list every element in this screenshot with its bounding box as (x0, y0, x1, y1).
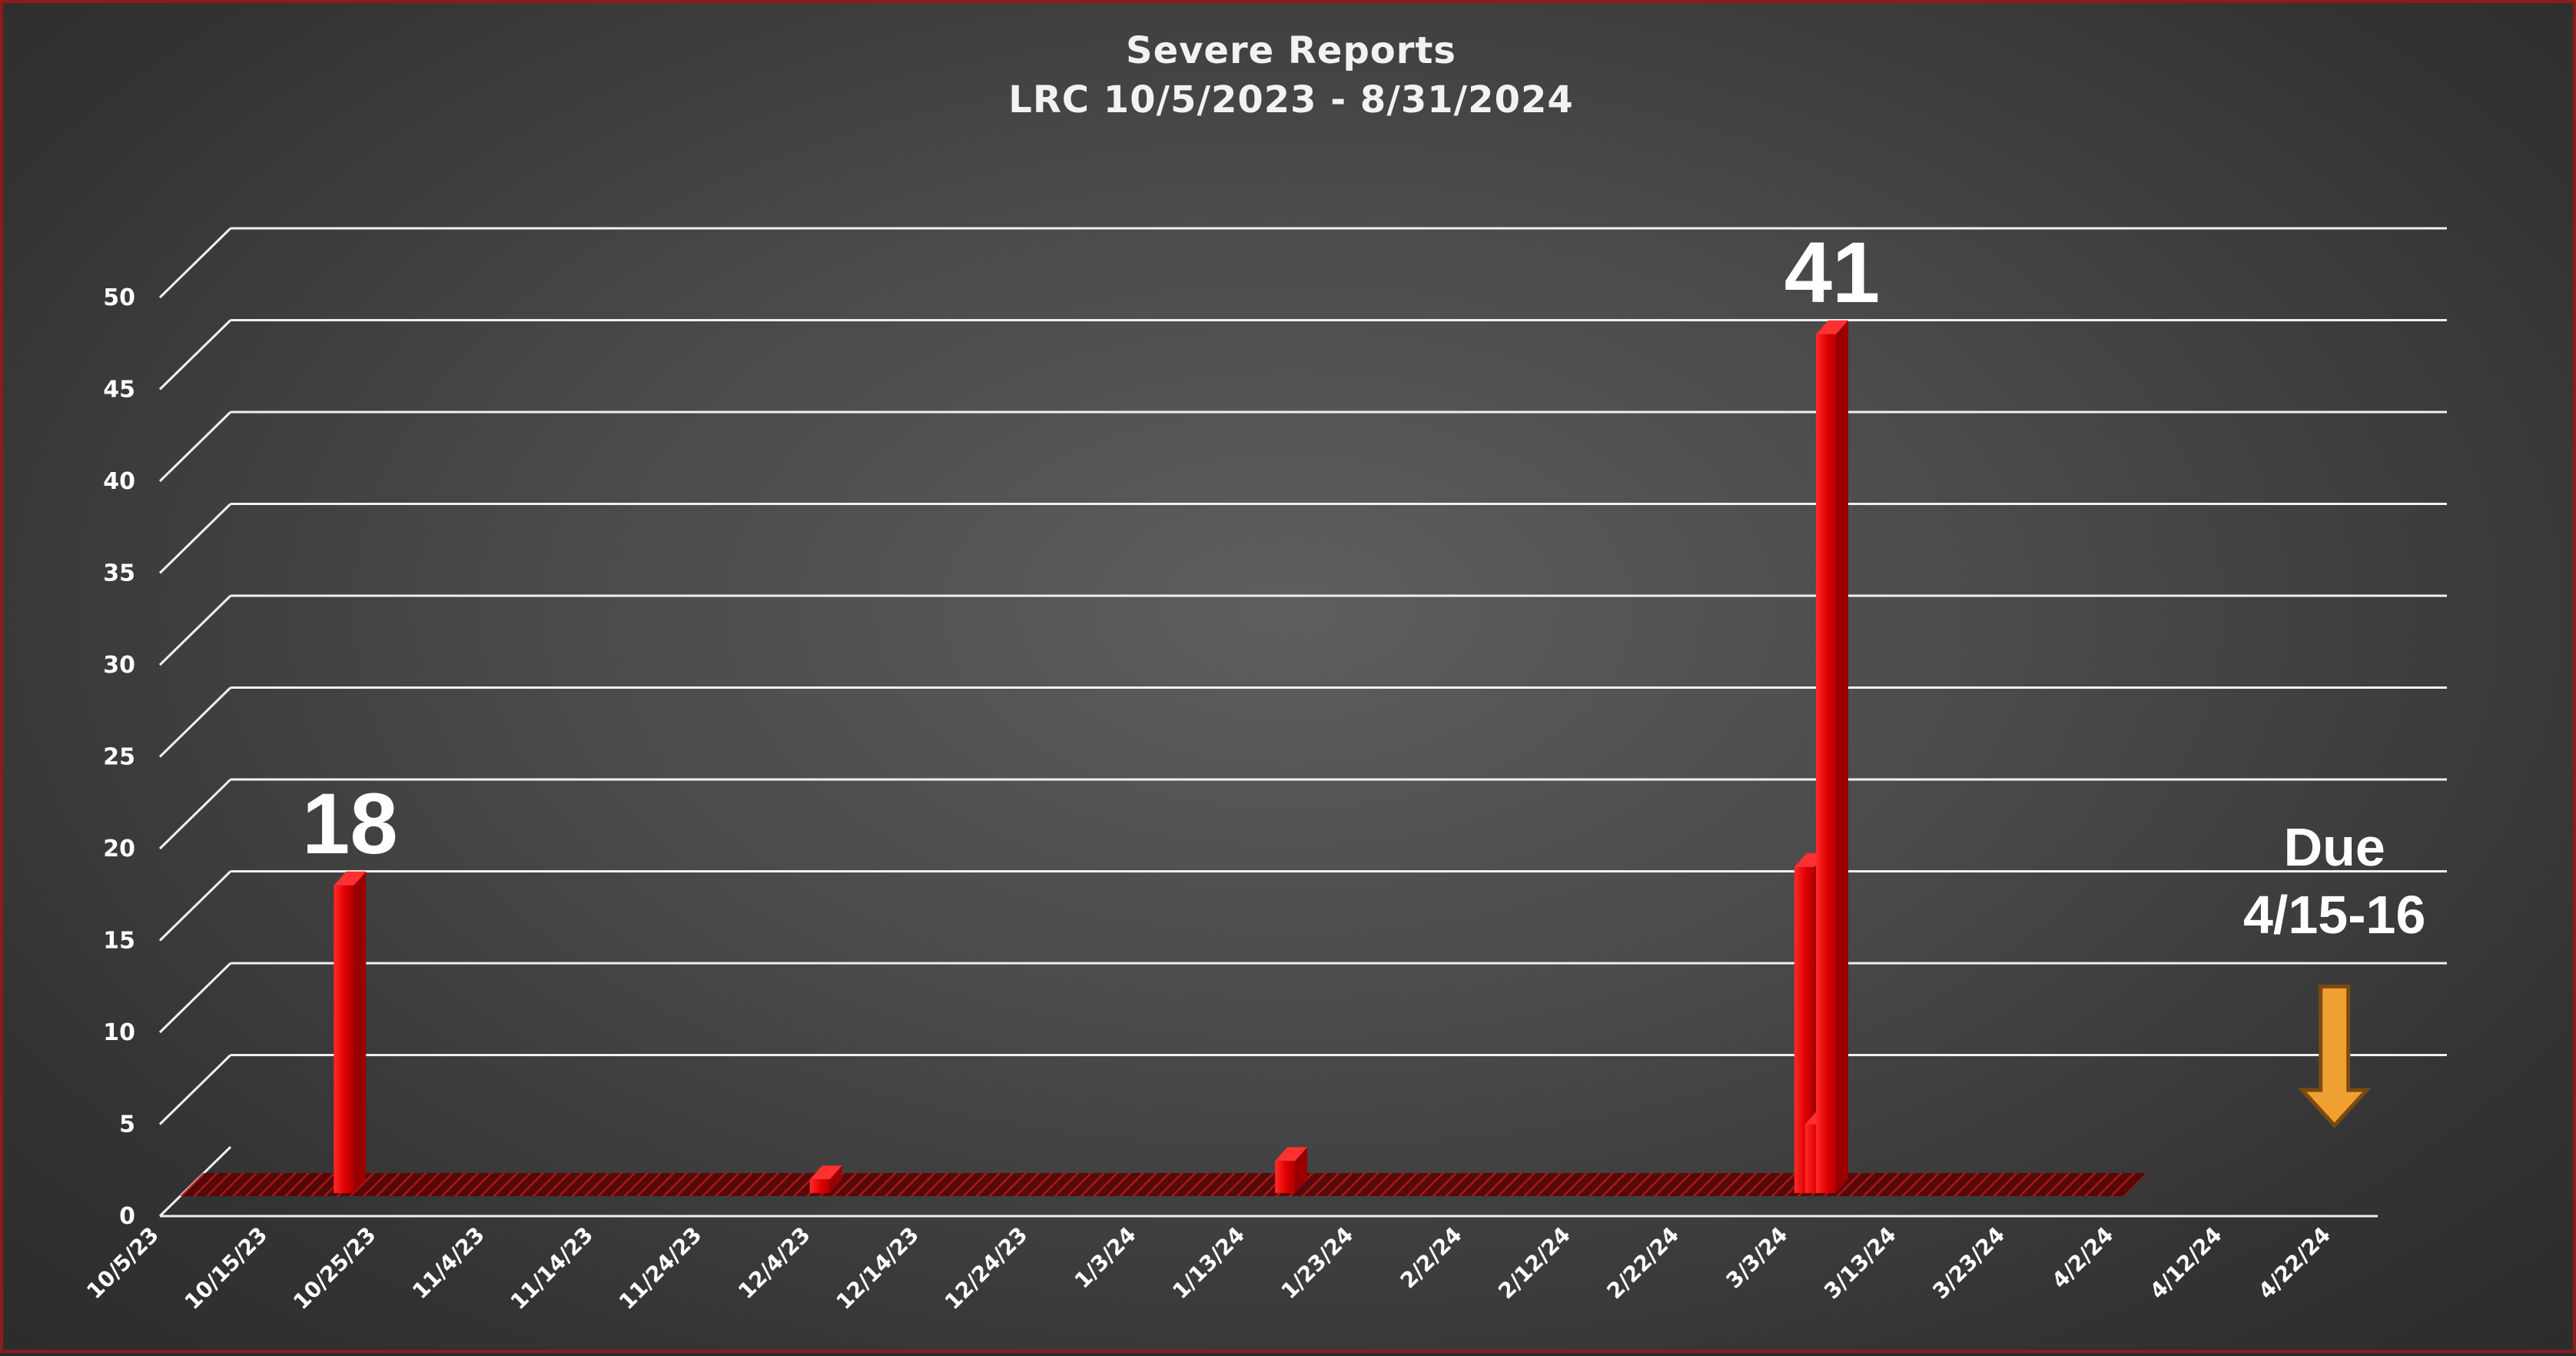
grid-diagonal (158, 1054, 232, 1125)
x-tick-label: 12/14/23 (832, 1222, 924, 1314)
y-tick-label: 20 (103, 836, 135, 862)
grid-diagonal (158, 778, 232, 850)
chart-title: Severe Reports (1126, 29, 1456, 72)
grid-diagonal (158, 319, 232, 391)
x-tick-label: 1/3/24 (1070, 1222, 1141, 1294)
label-layer: 0 5 10 15 20 25 30 35 40 45 50 10/5/23 10/15/23 10/25… (81, 224, 2425, 1314)
bar-top (1275, 1147, 1308, 1162)
bar-side (829, 1165, 842, 1193)
y-tick-label: 30 (103, 652, 135, 679)
grid-diagonal (158, 503, 232, 574)
value-label: 18 (302, 776, 398, 872)
bar-front (334, 885, 354, 1193)
x-tick-label: 2/12/24 (1493, 1222, 1575, 1304)
grid-diagonal (158, 962, 232, 1034)
grid-diagonal (158, 686, 232, 758)
x-tick-label: 12/24/23 (940, 1222, 1032, 1314)
bar (1275, 1147, 1308, 1193)
x-tick-label: 1/13/24 (1167, 1222, 1250, 1304)
bar-layer (334, 320, 1849, 1193)
x-tick-label: 11/14/23 (506, 1222, 598, 1314)
x-tick-label: 2/22/24 (1602, 1222, 1684, 1304)
bar-front (1275, 1161, 1296, 1193)
bar (809, 1165, 842, 1193)
bar-front (809, 1179, 830, 1193)
y-tick-label: 5 (119, 1112, 135, 1138)
x-tick-label: 10/25/23 (288, 1222, 380, 1314)
x-tick-label: 11/4/23 (407, 1222, 490, 1304)
x-tick-label: 3/3/24 (1721, 1222, 1793, 1294)
x-tick-label: 4/12/24 (2145, 1222, 2227, 1304)
grid-diagonal (158, 594, 232, 666)
x-tick-label: 10/5/23 (81, 1222, 164, 1304)
x-tick-label: 2/2/24 (1396, 1222, 1467, 1294)
due-arrow (2298, 984, 2372, 1128)
bar-side (1836, 320, 1849, 1193)
floor-layer (180, 1173, 2147, 1196)
grid-diagonal (158, 410, 232, 483)
x-tick-label: 4/22/24 (2253, 1222, 2335, 1304)
bar-top (1816, 320, 1849, 334)
y-tick-label: 15 (103, 928, 135, 955)
bar (334, 871, 367, 1193)
x-tick-label: 1/23/24 (1276, 1222, 1359, 1304)
arrow-label-line1: Due (2284, 817, 2385, 877)
arrow-label-line2: 4/15-16 (2243, 885, 2425, 945)
grid-diagonal (158, 870, 232, 942)
y-tick-label: 40 (103, 468, 135, 495)
bar-side (1295, 1147, 1308, 1193)
x-tick-label: 4/2/24 (2047, 1222, 2118, 1294)
y-tick-label: 10 (103, 1019, 135, 1046)
bar-top (334, 871, 367, 886)
x-tick-label: 3/23/24 (1927, 1222, 2010, 1304)
y-tick-label: 50 (103, 284, 135, 311)
bar-front (1816, 334, 1837, 1193)
bar (1816, 320, 1849, 1193)
x-tick-label: 11/24/23 (614, 1222, 706, 1314)
chart-plot: 0 5 10 15 20 25 30 35 40 45 50 10/5/23 10/15/23 10/25… (81, 224, 2447, 1314)
y-tick-label: 0 (119, 1203, 135, 1230)
y-tick-label: 35 (103, 560, 135, 587)
x-tick-label: 3/13/24 (1819, 1222, 1901, 1304)
y-tick-label: 45 (103, 377, 135, 404)
bar-top (809, 1165, 842, 1180)
grid-layer (158, 227, 2447, 1218)
grid-diagonal (158, 227, 232, 299)
floor-band (180, 1173, 2147, 1196)
y-tick-label: 25 (103, 744, 135, 771)
value-label: 41 (1784, 224, 1881, 321)
x-tick-label: 10/15/23 (180, 1222, 272, 1314)
bar-side (354, 871, 367, 1193)
x-tick-label: 12/4/23 (733, 1222, 815, 1304)
chart-subtitle: LRC 10/5/2023 - 8/31/2024 (1008, 78, 1574, 121)
